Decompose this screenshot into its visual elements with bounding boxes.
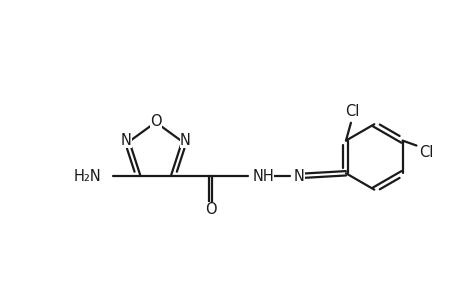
Text: H₂N: H₂N	[73, 169, 101, 184]
Text: Cl: Cl	[344, 104, 358, 119]
Text: NH: NH	[252, 169, 274, 184]
Text: N: N	[179, 133, 190, 148]
Text: O: O	[205, 202, 216, 217]
Text: O: O	[150, 114, 161, 129]
Text: N: N	[121, 133, 132, 148]
Text: Cl: Cl	[418, 145, 433, 160]
Text: N: N	[293, 169, 304, 184]
